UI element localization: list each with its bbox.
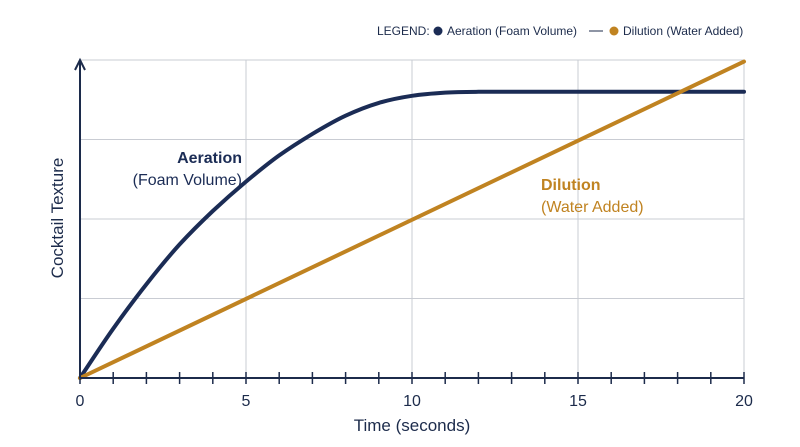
- annotation-aeration-title: Aeration: [177, 150, 242, 167]
- series-line-dilution: [78, 59, 746, 380]
- x-tick-label-1: 5: [242, 393, 251, 410]
- x-ticks: 0 5 10 15 20: [76, 372, 753, 410]
- legend-label-aeration: Aeration (Foam Volume): [447, 24, 577, 38]
- x-tick-label-2: 10: [403, 393, 421, 410]
- legend: LEGEND: Aeration (Foam Volume) Dilution …: [377, 24, 743, 38]
- x-tick-label-0: 0: [76, 393, 85, 410]
- y-axis-title: Cocktail Texture: [48, 158, 67, 279]
- series-line-aeration: [78, 89, 746, 380]
- legend-marker-aeration: [433, 26, 443, 36]
- legend-prefix: LEGEND:: [377, 24, 430, 38]
- x-axis-title: Time (seconds): [354, 416, 471, 435]
- x-tick-label-4: 20: [735, 393, 753, 410]
- x-tick-label-3: 15: [569, 393, 587, 410]
- annotation-aeration-subtitle: (Foam Volume): [133, 172, 242, 189]
- legend-marker-dilution: [609, 26, 619, 36]
- annotations: Aeration (Foam Volume) Dilution (Water A…: [133, 150, 644, 216]
- legend-label-dilution: Dilution (Water Added): [623, 24, 743, 38]
- series-layer: [78, 59, 746, 380]
- annotation-dilution-subtitle: (Water Added): [541, 199, 644, 216]
- annotation-dilution-title: Dilution: [541, 177, 601, 194]
- y-axis-arrow: [74, 57, 86, 71]
